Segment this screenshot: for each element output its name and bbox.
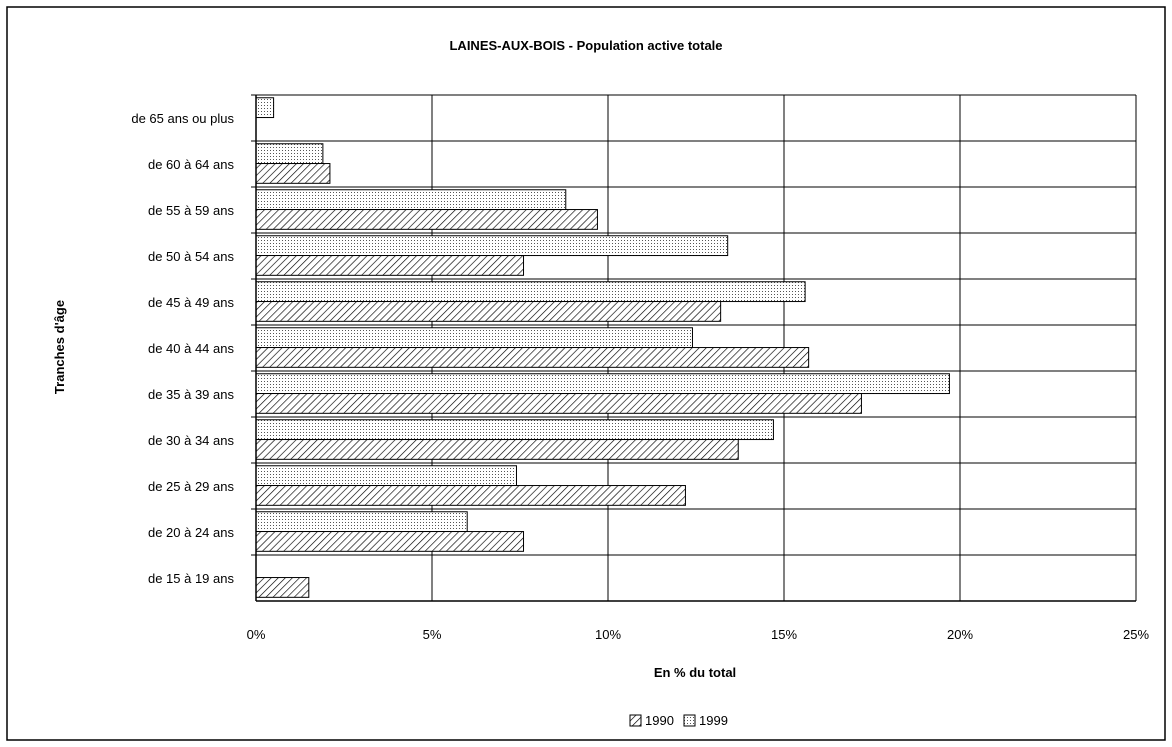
x-tick-label: 25% [1123, 627, 1149, 642]
bar-1999 [255, 373, 950, 395]
bar-1990 [255, 577, 310, 598]
bar-1999 [255, 143, 324, 165]
grid [255, 94, 1137, 602]
y-tick-label: de 60 à 64 ans [148, 157, 235, 172]
bar-1999 [255, 465, 517, 487]
y-tick-label: de 45 à 49 ans [148, 295, 235, 310]
chart-title: LAINES-AUX-BOIS - Population active tota… [449, 38, 722, 53]
bars [255, 97, 950, 598]
axes [251, 94, 1136, 602]
bar-1999 [255, 235, 729, 257]
y-tick-label: de 25 à 29 ans [148, 479, 235, 494]
bar-1990 [255, 255, 525, 276]
x-tick-label: 15% [771, 627, 797, 642]
y-tick-label: de 15 à 19 ans [148, 571, 235, 586]
bar-1999 [255, 97, 275, 119]
legend: 1990 1999 [629, 713, 728, 728]
y-tick-label: de 35 à 39 ans [148, 387, 235, 402]
x-tick-label: 20% [947, 627, 973, 642]
bar-1999 [255, 419, 774, 441]
tick-labels: 0% 5% 10% 15% 20% 25% de 15 à 19 ans de 20 à 24… [131, 111, 1149, 642]
legend-swatch-1990 [629, 714, 642, 727]
x-tick-label: 5% [423, 627, 442, 642]
x-tick-label: 10% [595, 627, 621, 642]
y-tick-label: de 65 ans ou plus [131, 111, 234, 126]
bar-1990 [255, 209, 598, 230]
bar-1999 [255, 511, 468, 533]
bar-1990 [255, 531, 525, 552]
bar-1990 [255, 439, 739, 460]
bar-1999 [255, 327, 693, 349]
bar-1990 [255, 485, 686, 506]
y-tick-label: de 55 à 59 ans [148, 203, 235, 218]
bar-1999 [255, 189, 567, 211]
bar-1990 [255, 347, 810, 368]
y-tick-label: de 30 à 34 ans [148, 433, 235, 448]
y-tick-label: de 20 à 24 ans [148, 525, 235, 540]
legend-swatch-1999 [683, 714, 696, 727]
bar-1990 [255, 301, 722, 322]
bar-1990 [255, 163, 331, 184]
x-axis-title: En % du total [654, 665, 736, 680]
legend-label-1999: 1999 [699, 713, 728, 728]
bar-1990 [255, 393, 862, 414]
y-axis-title: Tranches d'âge [52, 300, 67, 394]
legend-label-1990: 1990 [645, 713, 674, 728]
bar-1999 [255, 281, 806, 303]
x-tick-label: 0% [247, 627, 266, 642]
y-tick-label: de 40 à 44 ans [148, 341, 235, 356]
y-tick-label: de 50 à 54 ans [148, 249, 235, 264]
